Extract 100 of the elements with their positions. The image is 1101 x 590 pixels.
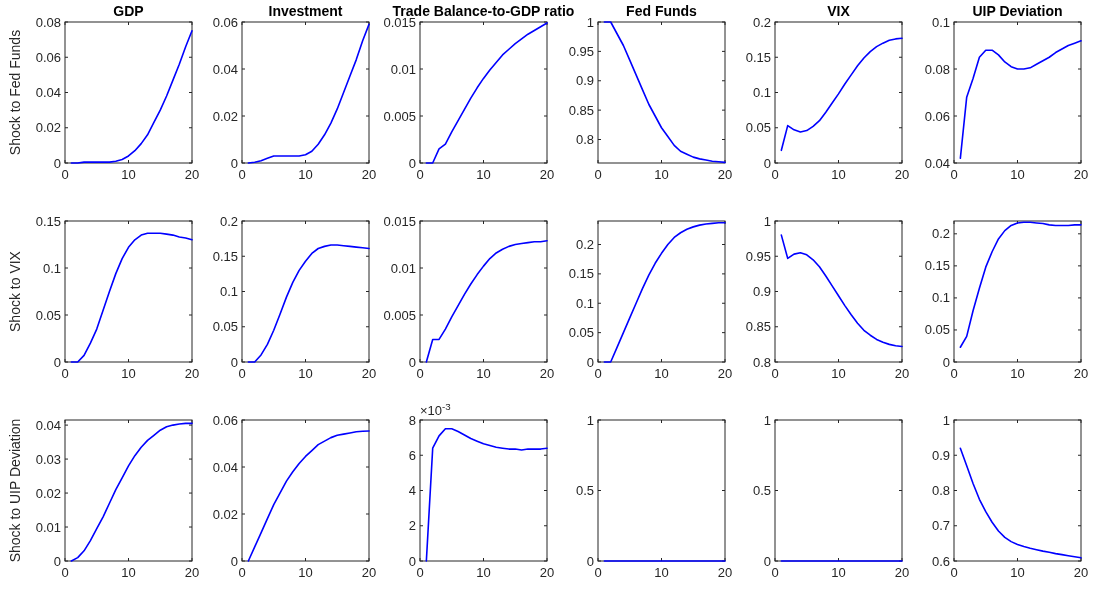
y-tick-label: 0.15 [924, 258, 950, 274]
x-tick-label: 10 [298, 167, 313, 182]
chart-title: Trade Balance-to-GDP ratio [392, 3, 575, 19]
line-series [247, 23, 370, 164]
y-tick-label: 0.05 [35, 307, 61, 323]
x-tick-label: 20 [717, 167, 733, 182]
x-tick-label: 10 [298, 366, 313, 381]
y-tick-label: 0.05 [924, 322, 950, 338]
x-tick-label: 10 [831, 167, 846, 182]
line-series [247, 430, 370, 562]
line-series [603, 21, 726, 164]
x-tick-label: 20 [717, 565, 733, 580]
y-tick-label: 1 [586, 14, 594, 30]
y-tick-label: 8 [408, 412, 416, 428]
y-tick-label: 0.1 [931, 14, 950, 30]
y-tick-label: 0.2 [752, 14, 771, 30]
y-tick-label: 0.02 [212, 108, 238, 124]
x-tick-label: 20 [717, 366, 733, 381]
y-tick-label: 0.8 [931, 483, 950, 498]
y-tick-label: 1 [586, 412, 594, 428]
y-tick-label: 0.6 [931, 553, 950, 569]
x-tick-label: 10 [121, 565, 136, 580]
y-tick-label: 0.04 [212, 459, 238, 475]
y-tick-label: 0 [230, 155, 238, 171]
y-tick-label: 0.5 [752, 483, 771, 498]
y-tick-label: 0.03 [35, 451, 61, 467]
y-tick-label: 0 [408, 553, 416, 569]
y-tick-label: 6 [408, 447, 416, 463]
x-tick-label: 10 [831, 565, 846, 580]
y-tick-label: 0.15 [568, 266, 594, 282]
y-tick-label: 0.04 [35, 85, 61, 100]
y-tick-label: 0.7 [931, 518, 950, 534]
y-tick-label: 1 [763, 412, 771, 428]
y-tick-label: 0.05 [568, 325, 594, 341]
line-series [425, 239, 548, 363]
y-tick-label: 0.05 [745, 120, 771, 136]
y-tick-label: 0.1 [931, 290, 950, 306]
x-tick-label: 10 [654, 366, 669, 381]
x-tick-label: 20 [539, 565, 555, 580]
line-series [425, 428, 548, 562]
y-tick-label: 0.15 [745, 49, 771, 65]
x-tick-label: 20 [1073, 167, 1089, 182]
y-tick-label: 0.06 [35, 49, 61, 65]
x-tick-label: 20 [894, 167, 910, 182]
y-tick-label: 0.02 [212, 506, 238, 522]
y-tick-label: 0.04 [924, 155, 950, 171]
y-axis-title: Shock to UIP Deviation [7, 418, 23, 563]
y-tick-label: 0 [586, 553, 594, 569]
x-tick-label: 20 [539, 167, 555, 182]
y-tick-label: 0.015 [383, 213, 416, 229]
y-tick-label: 0.02 [35, 120, 61, 136]
x-tick-label: 20 [361, 167, 377, 182]
y-tick-label: 1 [942, 412, 950, 428]
y-tick-label: 0.1 [42, 260, 61, 276]
y-tick-label: 0.5 [575, 483, 594, 498]
line-series [70, 232, 193, 363]
y-tick-label: 1 [763, 213, 771, 229]
line-series [780, 37, 903, 152]
x-tick-label: 20 [1073, 565, 1089, 580]
y-tick-label: 0.01 [390, 61, 416, 77]
line-series [959, 221, 1082, 349]
line-series [247, 244, 370, 363]
chart-title: VIX [827, 3, 851, 19]
y-tick-label: 0.9 [931, 447, 950, 463]
y-tick-label: 0 [763, 155, 771, 171]
y-tick-label: 0.005 [383, 108, 416, 124]
x-tick-label: 20 [361, 366, 377, 381]
line-series [70, 30, 193, 164]
text: ×10$^{-3}$ [420, 400, 451, 418]
y-tick-label: 0.05 [212, 319, 238, 335]
y-tick-label: 0.2 [575, 237, 594, 252]
x-tick-label: 10 [1010, 565, 1025, 580]
x-tick-label: 20 [894, 366, 910, 381]
line-series [70, 422, 193, 562]
chart-title: GDP [113, 3, 144, 19]
y-tick-label: 0.8 [752, 354, 771, 370]
y-tick-label: 0.9 [575, 73, 594, 89]
y-tick-label: 0 [230, 354, 238, 370]
x-tick-label: 10 [654, 167, 669, 182]
x-tick-label: 20 [361, 565, 377, 580]
x-tick-label: 10 [1010, 167, 1025, 182]
x-tick-label: 20 [894, 565, 910, 580]
y-tick-label: 0.15 [35, 213, 61, 229]
y-tick-label: 0 [408, 354, 416, 370]
y-axis-title: Shock to VIX [7, 250, 23, 332]
y-tick-label: 0.15 [212, 248, 238, 264]
y-tick-label: 0.04 [212, 61, 238, 77]
y-tick-label: 0 [53, 553, 61, 569]
x-tick-label: 10 [831, 366, 846, 381]
y-tick-label: 0.08 [924, 61, 950, 77]
y-tick-label: 0.85 [568, 102, 594, 118]
line-series [959, 447, 1082, 559]
line-series [603, 221, 726, 363]
x-tick-label: 10 [121, 167, 136, 182]
y-tick-label: 0 [942, 354, 950, 370]
x-tick-label: 10 [121, 366, 136, 381]
x-tick-label: 20 [184, 366, 200, 381]
line-series [959, 40, 1082, 160]
y-tick-label: 0 [230, 553, 238, 569]
line-series [425, 22, 548, 164]
